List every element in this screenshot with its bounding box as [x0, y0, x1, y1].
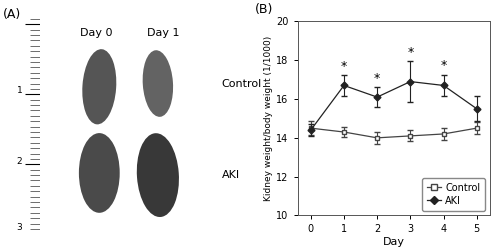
Text: (B): (B) — [255, 3, 274, 16]
X-axis label: Day: Day — [383, 237, 405, 247]
Text: 3: 3 — [16, 223, 22, 232]
Ellipse shape — [137, 133, 179, 217]
Ellipse shape — [142, 50, 173, 117]
Text: *: * — [341, 60, 347, 73]
Text: 2: 2 — [16, 156, 22, 166]
Text: Day 0: Day 0 — [80, 27, 112, 38]
Text: AKI: AKI — [222, 170, 240, 180]
Legend: Control, AKI: Control, AKI — [422, 178, 485, 211]
Text: *: * — [374, 72, 380, 85]
Ellipse shape — [79, 133, 120, 213]
Text: 1: 1 — [16, 85, 22, 94]
Ellipse shape — [82, 49, 116, 124]
Text: Day 1: Day 1 — [147, 27, 180, 38]
Text: Control: Control — [222, 79, 262, 88]
Y-axis label: Kidney weight/body weight (1/1000): Kidney weight/body weight (1/1000) — [264, 36, 274, 201]
Text: *: * — [407, 46, 414, 59]
Text: *: * — [440, 59, 446, 72]
Text: (A): (A) — [2, 8, 21, 21]
